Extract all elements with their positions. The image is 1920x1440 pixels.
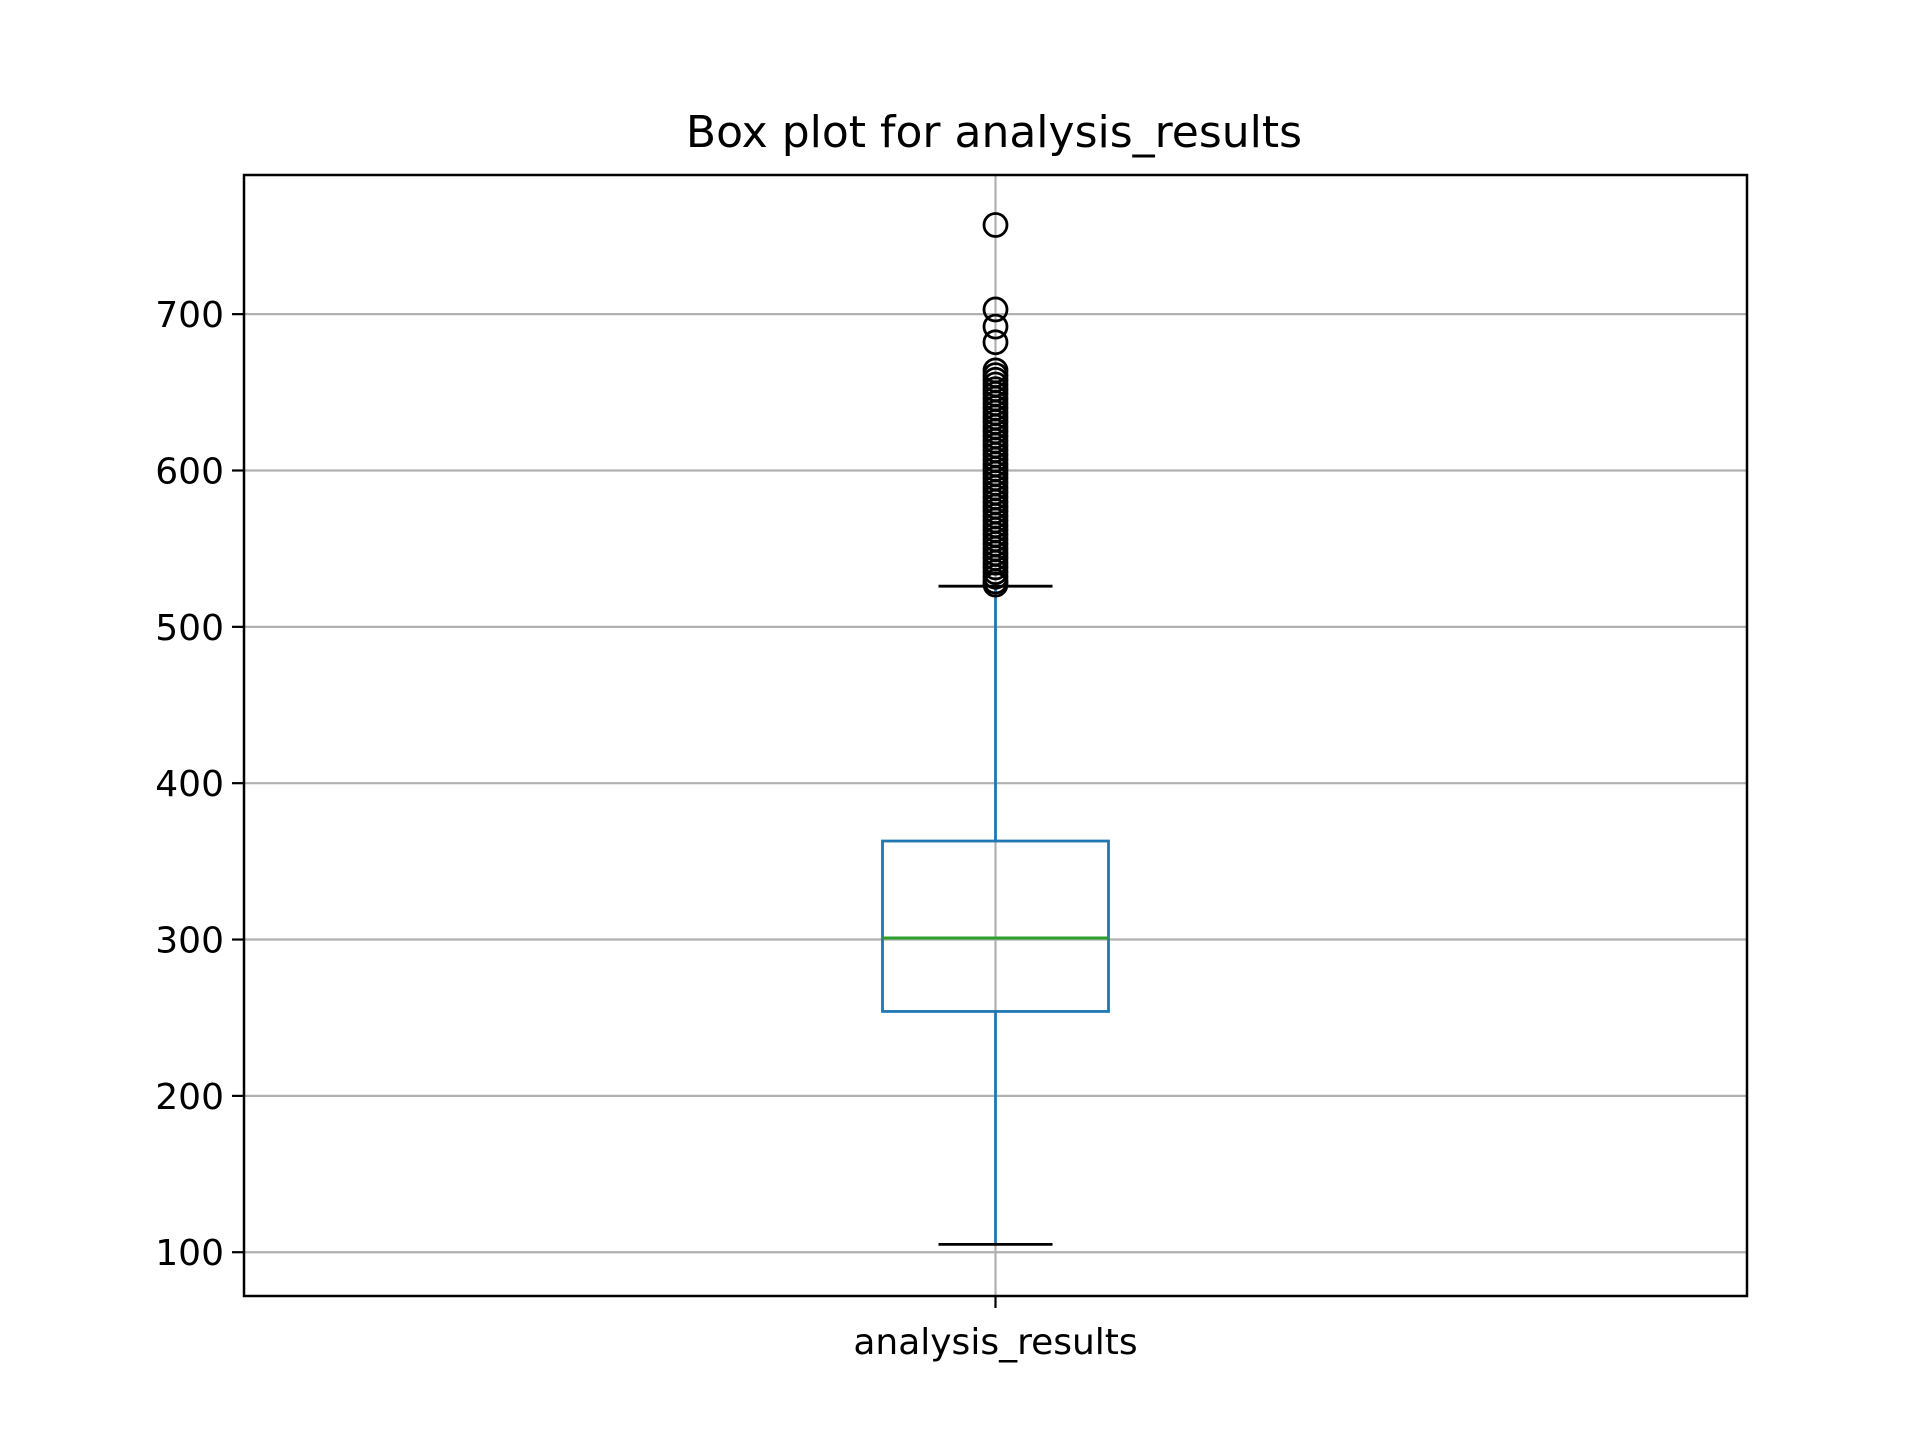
- ytick-label-200: 200: [155, 1077, 224, 1118]
- outlier-point: [982, 313, 1009, 340]
- y-axis-ticks: 100 200 300 400 500 600 700: [155, 295, 244, 1274]
- iqr-box: [881, 839, 1110, 1013]
- ytick-label-300: 300: [155, 921, 224, 962]
- outlier-point: [982, 212, 1009, 238]
- ytick-label-700: 700: [155, 295, 224, 336]
- ytick-label-500: 500: [155, 608, 224, 649]
- ytick-label-100: 100: [155, 1233, 224, 1274]
- outlier-point: [982, 296, 1009, 323]
- outliers: [982, 212, 1009, 598]
- ytick-label-600: 600: [155, 451, 224, 492]
- outlier-point: [982, 329, 1009, 356]
- ytick-label-400: 400: [155, 764, 224, 805]
- x-axis-ticks: analysis_results: [853, 1296, 1138, 1363]
- xtick-label-0: analysis_results: [853, 1322, 1137, 1363]
- chart-title: Box plot for analysis_results: [686, 107, 1302, 158]
- box-plot: [881, 584, 1110, 1246]
- outlier-point: [982, 571, 1009, 598]
